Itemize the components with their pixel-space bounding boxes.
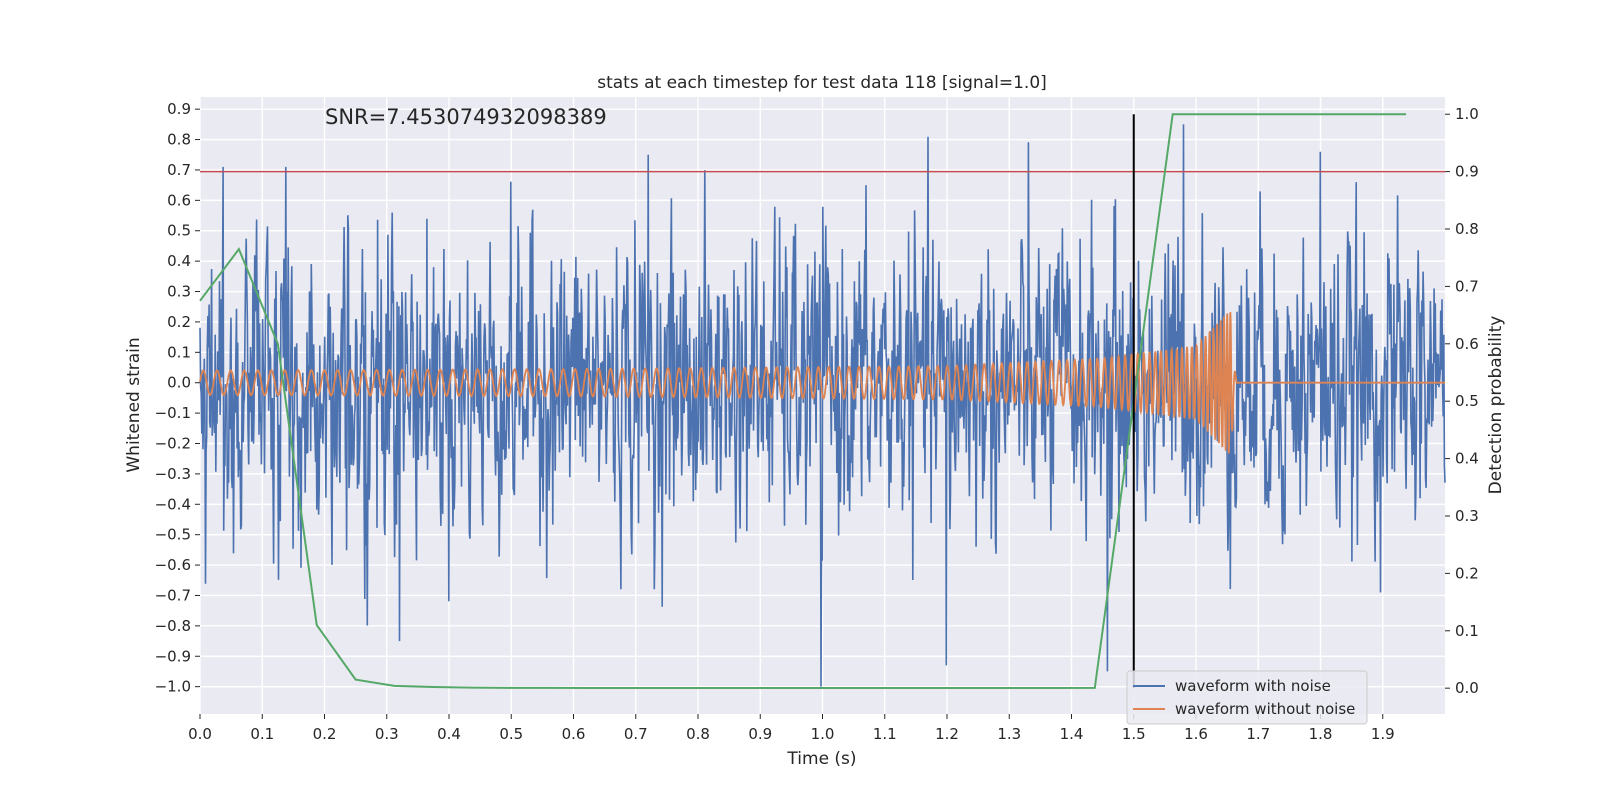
right-y-tick-label: 0.9 xyxy=(1455,163,1479,181)
x-tick-label: 0.2 xyxy=(313,725,337,743)
x-tick-label: 0.1 xyxy=(250,725,274,743)
left-y-axis-ticks: −1.0 −0.9 −0.8 −0.7 −0.6 −0.5 −0.4 −0.3 −0.2 −0.1… xyxy=(155,100,200,696)
right-y-tick-label: 0.5 xyxy=(1455,392,1479,410)
right-y-axis-ticks: 0.0 0.1 0.2 0.3 0.4 0.5 0.6 0.7 0.8 0.9 1.0 xyxy=(1445,105,1479,697)
left-y-tick-label: −0.2 xyxy=(155,434,191,452)
series-waveform-without-noise xyxy=(199,312,1445,454)
right-y-tick-label: 0.3 xyxy=(1455,507,1479,525)
right-y-tick-label: 0.1 xyxy=(1455,622,1479,640)
x-tick-label: 1.9 xyxy=(1371,725,1395,743)
x-tick-label: 1.6 xyxy=(1184,725,1208,743)
left-y-tick-label: −0.6 xyxy=(155,556,191,574)
right-y-tick-label: 0.6 xyxy=(1455,335,1479,353)
legend-label-noisy: waveform with noise xyxy=(1175,677,1331,695)
chart-title: stats at each timestep for test data 118… xyxy=(597,73,1047,93)
left-y-tick-label: −0.3 xyxy=(155,465,191,483)
left-y-tick-label: −0.8 xyxy=(155,617,191,635)
x-tick-label: 1.3 xyxy=(997,725,1021,743)
right-y-tick-label: 0.0 xyxy=(1455,679,1479,697)
right-y-tick-label: 1.0 xyxy=(1455,105,1479,123)
left-y-tick-label: 0.3 xyxy=(167,283,191,301)
x-tick-label: 1.5 xyxy=(1122,725,1146,743)
series-detection-probability xyxy=(199,113,1407,689)
x-axis-ticks: 0.0 0.1 0.2 0.3 0.4 0.5 0.6 0.7 0.8 0.9 1.0 1.1 1.2 1… xyxy=(188,714,1395,743)
left-y-tick-label: 0.5 xyxy=(167,222,191,240)
x-tick-label: 0.4 xyxy=(437,725,461,743)
left-y-tick-label: 0.2 xyxy=(167,313,191,331)
x-tick-label: 1.7 xyxy=(1246,725,1270,743)
x-tick-label: 0.9 xyxy=(748,725,772,743)
x-axis-label: Time (s) xyxy=(786,749,856,769)
left-y-tick-label: 0.4 xyxy=(167,252,191,270)
x-tick-label: 1.2 xyxy=(935,725,959,743)
x-tick-label: 0.8 xyxy=(686,725,710,743)
left-y-tick-label: −0.7 xyxy=(155,586,191,604)
x-tick-label: 1.1 xyxy=(873,725,897,743)
x-tick-label: 1.8 xyxy=(1309,725,1333,743)
right-y-tick-label: 0.4 xyxy=(1455,450,1479,468)
plot-series-group xyxy=(199,113,1446,689)
left-y-tick-label: −0.4 xyxy=(155,495,191,513)
left-y-tick-label: 0.8 xyxy=(167,131,191,149)
snr-annotation: SNR=7.453074932098389 xyxy=(325,105,607,129)
left-y-tick-label: 0.9 xyxy=(167,100,191,118)
left-y-tick-label: 0.7 xyxy=(167,161,191,179)
legend: waveform with noise waveform without noi… xyxy=(1126,670,1368,725)
left-y-axis-label: Whitened strain xyxy=(124,337,144,472)
x-tick-label: 1.4 xyxy=(1060,725,1084,743)
right-y-tick-label: 0.7 xyxy=(1455,277,1479,295)
left-y-tick-label: −0.9 xyxy=(155,647,191,665)
legend-box xyxy=(1126,670,1368,725)
x-tick-label: 0.0 xyxy=(188,725,212,743)
left-y-tick-label: −1.0 xyxy=(155,678,191,696)
left-y-tick-label: 0.1 xyxy=(167,343,191,361)
legend-label-clean: waveform without noise xyxy=(1175,700,1355,718)
left-y-tick-label: −0.1 xyxy=(155,404,191,422)
left-y-tick-label: −0.5 xyxy=(155,526,191,544)
x-tick-label: 0.7 xyxy=(624,725,648,743)
left-y-tick-label: 0.6 xyxy=(167,191,191,209)
x-tick-label: 0.6 xyxy=(562,725,586,743)
x-tick-label: 0.3 xyxy=(375,725,399,743)
left-y-tick-label: 0.0 xyxy=(167,374,191,392)
x-tick-label: 1.0 xyxy=(811,725,835,743)
series-waveform-with-noise xyxy=(199,124,1446,687)
x-tick-label: 0.5 xyxy=(499,725,523,743)
right-y-axis-label: Detection probability xyxy=(1486,316,1506,495)
right-y-tick-label: 0.8 xyxy=(1455,220,1479,238)
right-y-tick-label: 0.2 xyxy=(1455,564,1479,582)
